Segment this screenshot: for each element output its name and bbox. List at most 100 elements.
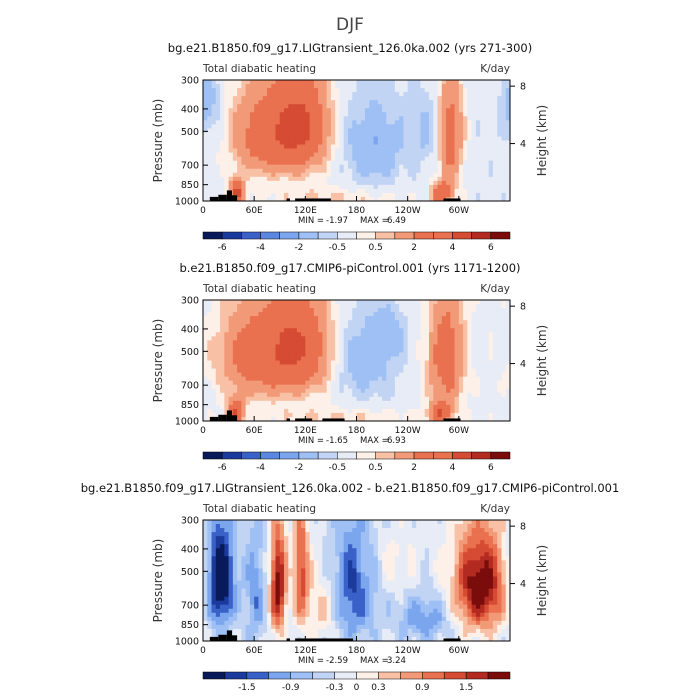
heatmap-cell bbox=[407, 396, 413, 402]
heatmap-cell bbox=[207, 180, 212, 186]
heatmap-cell bbox=[313, 404, 319, 410]
heatmap-cell bbox=[224, 304, 229, 309]
colorbar-swatch bbox=[241, 231, 261, 240]
heatmap-cell bbox=[326, 520, 332, 525]
heatmap-cell bbox=[390, 176, 396, 182]
heatmap-cell bbox=[347, 316, 353, 321]
heatmap-cell bbox=[454, 144, 460, 149]
heatmap-cell bbox=[382, 152, 387, 158]
heatmap-cell bbox=[271, 196, 276, 202]
heatmap-cell bbox=[339, 536, 345, 541]
heatmap-cell bbox=[437, 80, 443, 85]
heatmap-cell bbox=[292, 364, 298, 369]
heatmap-cell bbox=[424, 304, 430, 309]
heatmap-cell bbox=[330, 408, 336, 414]
heatmap-cell bbox=[360, 352, 366, 357]
heatmap-cell bbox=[203, 396, 208, 402]
heatmap-cell bbox=[382, 356, 387, 361]
heatmap-cell bbox=[211, 540, 217, 545]
heatmap-cell bbox=[471, 152, 477, 158]
heatmap-cell bbox=[296, 376, 302, 382]
heatmap-cell bbox=[382, 96, 387, 101]
heatmap-cell bbox=[335, 148, 340, 153]
heatmap-cell bbox=[420, 312, 426, 317]
heatmap-cell bbox=[262, 104, 268, 109]
heatmap-cell bbox=[284, 312, 289, 317]
heatmap-cell bbox=[497, 416, 502, 422]
heatmap-cell bbox=[279, 152, 285, 158]
heatmap-cell bbox=[347, 320, 353, 325]
heatmap-cell bbox=[356, 128, 362, 133]
heatmap-cell bbox=[356, 536, 362, 541]
heatmap-cell bbox=[241, 324, 247, 329]
heatmap-cell bbox=[450, 332, 455, 337]
heatmap-cell bbox=[322, 388, 328, 394]
heatmap-cell bbox=[407, 356, 413, 361]
heatmap-cell bbox=[275, 136, 281, 141]
heatmap-cell bbox=[249, 524, 255, 529]
heatmap-cell bbox=[301, 408, 306, 414]
heatmap-cell bbox=[266, 384, 272, 390]
heatmap-cell bbox=[475, 528, 481, 533]
heatmap-cell bbox=[284, 396, 289, 402]
heatmap-cell bbox=[394, 320, 400, 325]
heatmap-cell bbox=[211, 384, 217, 390]
heatmap-cell bbox=[420, 400, 426, 406]
heatmap-cell bbox=[369, 192, 374, 198]
heatmap-cell bbox=[296, 180, 302, 186]
heatmap-cell bbox=[450, 388, 455, 394]
heatmap-cell bbox=[266, 120, 272, 125]
heatmap-cell bbox=[492, 332, 498, 337]
y-axis-title: Pressure (mb) bbox=[151, 99, 165, 183]
heatmap-cell bbox=[411, 544, 417, 549]
heatmap-cell bbox=[360, 532, 366, 537]
heatmap-cell bbox=[488, 524, 494, 529]
heatmap-cell bbox=[215, 328, 221, 333]
heatmap-cell bbox=[207, 196, 212, 202]
heatmap-cell bbox=[403, 160, 409, 166]
heatmap-cell bbox=[480, 536, 485, 541]
heatmap-cell bbox=[339, 188, 345, 194]
colorbar-label: 6 bbox=[488, 463, 494, 473]
heatmap-cell bbox=[241, 92, 247, 97]
heatmap-cell bbox=[382, 344, 387, 349]
heatmap-cell bbox=[484, 176, 490, 182]
heatmap-cell bbox=[215, 340, 221, 345]
heatmap-cell bbox=[446, 172, 451, 178]
heatmap-cell bbox=[471, 120, 477, 125]
heatmap-cell bbox=[330, 312, 336, 317]
heatmap-cell bbox=[292, 196, 298, 202]
heatmap-cell bbox=[305, 404, 310, 410]
heatmap-cell bbox=[416, 356, 421, 361]
heatmap-cell bbox=[428, 544, 434, 549]
heatmap-cell bbox=[480, 144, 485, 149]
heatmap-cell bbox=[232, 164, 238, 170]
heatmap-cell bbox=[454, 192, 460, 198]
heatmap-cell bbox=[394, 160, 400, 166]
heatmap-cell bbox=[228, 88, 234, 93]
heatmap-cell bbox=[394, 96, 400, 101]
heatmap-cell bbox=[399, 92, 404, 97]
heatmap-cell bbox=[501, 376, 507, 382]
heatmap-cell bbox=[382, 132, 387, 137]
heatmap-cell bbox=[399, 532, 404, 537]
heatmap-cell bbox=[224, 384, 229, 390]
heatmap-cell bbox=[352, 336, 357, 341]
heatmap-cell bbox=[292, 348, 298, 353]
heatmap-cell bbox=[207, 328, 212, 333]
heatmap-cell bbox=[245, 184, 251, 190]
heatmap-cell bbox=[450, 96, 455, 101]
heatmap-cell bbox=[326, 96, 332, 101]
heatmap-cell bbox=[450, 320, 455, 325]
heatmap-cell bbox=[245, 120, 251, 125]
heatmap-cell bbox=[458, 308, 464, 313]
heatmap-cell bbox=[390, 528, 396, 533]
heatmap-cell bbox=[488, 388, 494, 394]
heatmap-cell bbox=[484, 144, 490, 149]
heatmap-cell bbox=[232, 524, 238, 529]
heatmap-cell bbox=[335, 352, 340, 357]
heatmap-cell bbox=[237, 372, 242, 378]
heatmap-cell bbox=[492, 312, 498, 317]
heatmap-cell bbox=[305, 152, 310, 158]
heatmap-cell bbox=[492, 196, 498, 202]
